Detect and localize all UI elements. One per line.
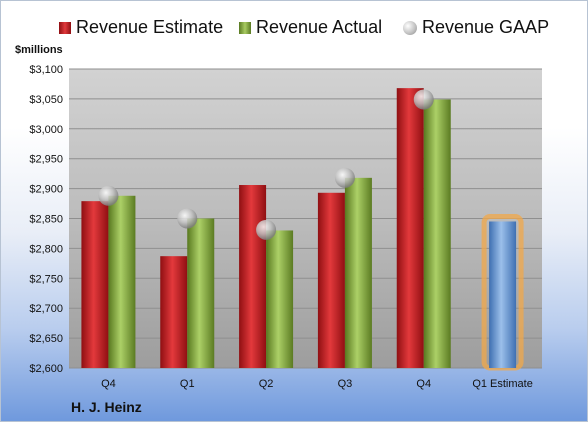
bar-estimate xyxy=(239,185,267,368)
y-tick-label: $2,950 xyxy=(29,154,63,166)
marker-gaap xyxy=(256,219,277,240)
company-name: H. J. Heinz xyxy=(71,399,142,415)
y-tick-label: $2,750 xyxy=(29,273,63,285)
y-tick-label: $2,900 xyxy=(29,184,63,196)
y-tick-label: $3,000 xyxy=(29,124,63,136)
bar-estimate-projected xyxy=(489,221,517,368)
bar-estimate xyxy=(317,192,345,368)
y-tick-label: $3,050 xyxy=(29,94,63,106)
marker-gaap xyxy=(413,89,434,110)
y-tick-label: $2,850 xyxy=(29,214,63,226)
bar-actual xyxy=(344,177,372,368)
legend-swatch-actual xyxy=(239,21,251,34)
legend-label-estimate: Revenue Estimate xyxy=(76,17,224,37)
bar-actual xyxy=(108,195,136,368)
legend-item-gaap: Revenue GAAP xyxy=(403,17,549,38)
legend: Revenue Estimate Revenue Actual Revenue … xyxy=(1,17,588,43)
y-tick-label: $3,100 xyxy=(29,64,63,76)
legend-label-actual: Revenue Actual xyxy=(256,17,383,37)
x-tick-label: Q3 xyxy=(338,378,353,390)
y-tick-label: $2,650 xyxy=(29,333,63,345)
x-tick-label: Q4 xyxy=(416,378,431,390)
x-tick-label: Q1 Estimate xyxy=(472,378,533,390)
legend-swatch-gaap xyxy=(403,20,417,35)
bar-actual xyxy=(266,230,294,368)
marker-gaap xyxy=(98,185,119,206)
y-axis-unit-label: $millions xyxy=(15,44,63,56)
legend-label-gaap: Revenue GAAP xyxy=(422,17,550,37)
bar-actual xyxy=(187,218,215,368)
y-tick-label: $2,600 xyxy=(29,363,63,375)
bar-actual xyxy=(423,99,451,369)
marker-gaap xyxy=(177,208,198,229)
bar-estimate xyxy=(396,88,424,369)
bar-estimate xyxy=(81,201,109,368)
legend-item-actual: Revenue Actual xyxy=(239,17,382,38)
y-tick-label: $2,700 xyxy=(29,303,63,315)
legend-item-estimate: Revenue Estimate xyxy=(59,17,223,38)
x-tick-label: Q2 xyxy=(259,378,274,390)
x-tick-label: Q4 xyxy=(101,378,116,390)
y-tick-label: $2,800 xyxy=(29,243,63,255)
legend-swatch-estimate xyxy=(59,21,71,34)
bar-estimate xyxy=(160,256,188,368)
marker-gaap xyxy=(334,167,355,188)
x-tick-label: Q1 xyxy=(180,378,195,390)
